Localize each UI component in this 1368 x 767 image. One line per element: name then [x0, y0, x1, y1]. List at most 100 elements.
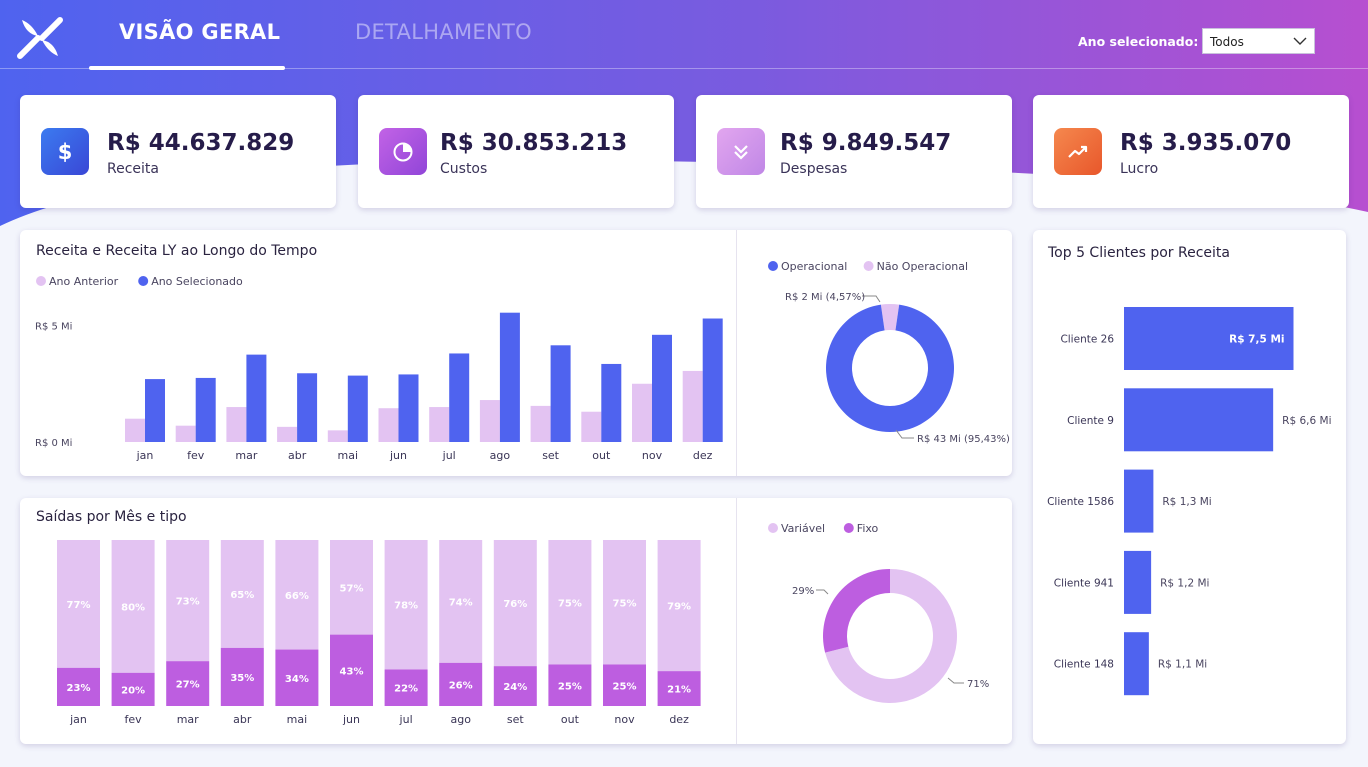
year-filter-dropdown[interactable]: Todos: [1202, 28, 1315, 54]
client-bar: [1124, 632, 1149, 696]
bar-ano-anterior: [327, 430, 348, 442]
nav-divider: [0, 68, 1368, 69]
data-label: 20%: [121, 685, 145, 696]
bar-ano-anterior: [226, 407, 247, 442]
bar-variavel: [657, 540, 701, 672]
revenue-chart-title: Receita e Receita LY ao Longo do Tempo: [36, 243, 318, 259]
donut-slice: [825, 569, 957, 703]
data-label: 65%: [230, 590, 254, 601]
x-tick-label: fev: [187, 449, 205, 462]
bar-ano-anterior: [632, 383, 652, 442]
panel-divider: [736, 498, 737, 744]
x-tick-label: nov: [642, 449, 663, 462]
kpi-card-custos: R$ 30.853.213 Custos: [358, 95, 674, 208]
bar-ano-selecionado: [652, 334, 672, 442]
data-label: 26%: [449, 680, 473, 691]
year-filter-value: Todos: [1210, 35, 1244, 49]
tab-detalhamento[interactable]: DETALHAMENTO: [355, 20, 532, 44]
data-label: 25%: [613, 681, 637, 692]
bar-fixo: [657, 671, 701, 706]
data-label: 71%: [967, 679, 989, 690]
bar-variavel: [57, 540, 100, 668]
client-bar: [1124, 469, 1154, 533]
data-label: R$ 43 Mi (95,43%): [917, 434, 1010, 445]
kpi-label: Custos: [440, 161, 488, 177]
data-label: R$ 2 Mi (4,57%): [785, 292, 865, 303]
data-label: 79%: [667, 602, 691, 613]
donut-slice: [826, 304, 954, 432]
data-label: 76%: [503, 599, 527, 610]
top-navigation: VISÃO GERAL DETALHAMENTO Ano selecionado…: [0, 0, 1368, 70]
legend-label: Operacional: [781, 260, 847, 273]
logo-icon: [17, 17, 63, 59]
top-clients-title: Top 5 Clientes por Receita: [1048, 245, 1230, 261]
donut-slice: [823, 569, 890, 653]
expense-type-donut-chart: Variável Fixo 29% 71%: [768, 522, 989, 703]
bar-ano-selecionado: [449, 353, 470, 442]
bar-ano-anterior: [581, 411, 602, 442]
category-label: Cliente 9: [1067, 415, 1114, 427]
kpi-label: Despesas: [780, 161, 848, 177]
bar-ano-anterior: [682, 370, 703, 442]
legend-label: Ano Selecionado: [151, 275, 243, 288]
data-label: 29%: [792, 586, 814, 597]
bar-variavel: [330, 540, 373, 635]
bar-ano-selecionado: [398, 374, 419, 442]
bar-ano-anterior: [175, 425, 196, 442]
dollar-icon: $: [41, 128, 89, 175]
bar-variavel: [603, 540, 646, 665]
data-label: 34%: [285, 674, 309, 685]
bar-ano-anterior: [530, 405, 551, 442]
legend-label: Variável: [781, 522, 825, 535]
outflows-chart-title: Saídas por Mês e tipo: [36, 509, 187, 525]
bar-variavel: [220, 540, 264, 648]
category-label: Cliente 26: [1060, 334, 1114, 346]
x-tick-label: dez: [693, 449, 713, 462]
bar-fixo: [220, 647, 264, 706]
chevrons-down-icon: [717, 128, 765, 175]
year-filter-label: Ano selecionado:: [1078, 34, 1199, 49]
bar-fixo: [384, 669, 428, 706]
client-bar: [1124, 307, 1294, 370]
category-label: Cliente 1586: [1047, 496, 1114, 508]
x-tick-label: mai: [338, 449, 359, 462]
bar-ano-selecionado: [297, 373, 318, 442]
bar-ano-selecionado: [195, 377, 216, 442]
kpi-card-despesas: R$ 9.849.547 Despesas: [696, 95, 1012, 208]
bar-fixo: [275, 649, 319, 706]
bar-variavel: [166, 540, 210, 662]
data-label: 21%: [667, 685, 691, 696]
bar-ano-anterior: [429, 407, 450, 442]
kpi-value: R$ 3.935.070: [1120, 130, 1292, 156]
chevron-down-icon: [1293, 37, 1307, 45]
data-label: 27%: [176, 680, 200, 691]
revenue-panel: Receita e Receita LY ao Longo do Tempo A…: [20, 230, 1012, 476]
x-tick-label: mai: [287, 713, 308, 726]
trend-up-icon: [1054, 128, 1102, 175]
bar-fixo: [166, 661, 210, 706]
hero-background: [0, 0, 1368, 226]
bar-ano-selecionado: [601, 363, 622, 442]
data-label: 24%: [503, 682, 527, 693]
svg-text:$: $: [58, 140, 73, 164]
category-label: Cliente 148: [1054, 659, 1114, 671]
legend-label: Fixo: [857, 522, 879, 535]
bar-ano-anterior: [277, 426, 298, 442]
y-tick-label: R$ 5 Mi: [35, 322, 72, 333]
donut-slice: [880, 304, 900, 331]
operational-donut-chart: Operacional Não Operacional R$ 2 Mi (4,57%…: [768, 260, 1010, 445]
legend-label: Ano Anterior: [49, 275, 119, 288]
legend-marker: [138, 276, 149, 286]
bar-fixo: [548, 664, 592, 706]
data-label: R$ 6,6 Mi: [1282, 415, 1331, 427]
kpi-value: R$ 44.637.829: [107, 130, 295, 156]
outflows-panel: Saídas por Mês e tipo 77% 23% jan 80% 20% fev…: [20, 498, 1012, 744]
tab-visao-geral[interactable]: VISÃO GERAL: [119, 20, 281, 44]
data-label: R$ 1,2 Mi: [1160, 577, 1209, 589]
top-clients-bar-chart: Cliente 26 R$ 7,5 Mi Cliente 9 R$ 6,6 Mi Cli…: [1047, 307, 1331, 696]
legend-marker: [768, 261, 778, 271]
bar-fixo: [603, 664, 646, 706]
x-tick-label: jan: [136, 449, 154, 462]
kpi-label: Receita: [107, 161, 159, 177]
bar-variavel: [439, 540, 483, 663]
